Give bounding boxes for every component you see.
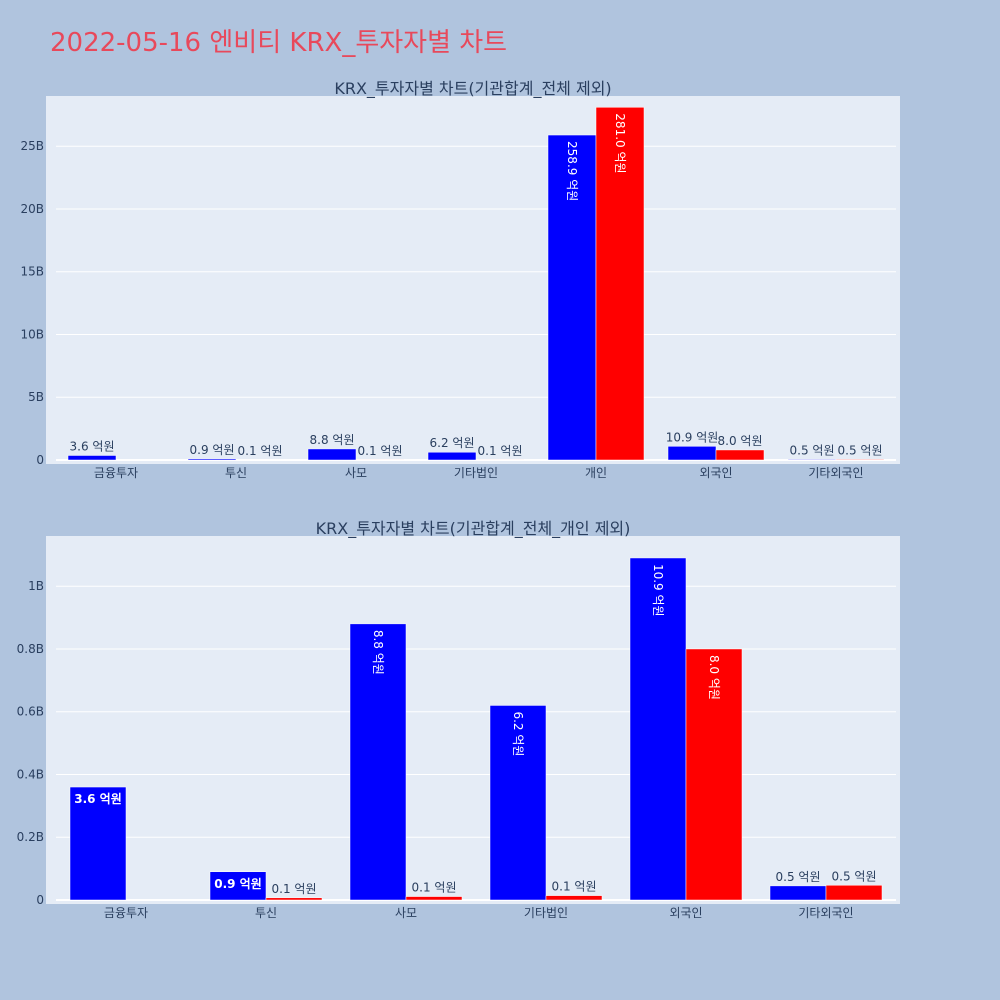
- x-tick-label: 외국인: [669, 906, 702, 920]
- data-label: 10.9 억원: [666, 430, 719, 444]
- x-tick-label: 기타법인: [454, 466, 498, 480]
- data-label: 0.5 억원: [838, 443, 883, 457]
- data-label: 6.2 억원: [511, 711, 525, 756]
- x-tick-label: 기타외국인: [798, 906, 853, 920]
- y-tick-label: 0.2B: [17, 830, 44, 844]
- data-label: 0.5 억원: [790, 443, 835, 457]
- data-label: 0.1 억원: [272, 882, 317, 896]
- data-label: 0.1 억원: [478, 444, 523, 458]
- y-tick-label: 0: [36, 893, 44, 907]
- bar-series-1: [67, 455, 117, 461]
- plot-area: [46, 536, 900, 904]
- bar-series-1: [769, 885, 827, 901]
- bar-series-2: [685, 648, 743, 901]
- chart-title: KRX_투자자별 차트(기관합계_전체 제외): [334, 79, 611, 99]
- bar-series-1: [629, 557, 687, 901]
- y-tick-label: 5B: [28, 390, 44, 404]
- x-tick-label: 사모: [345, 466, 367, 480]
- x-tick-label: 사모: [395, 906, 417, 920]
- x-tick-label: 기타외국인: [808, 466, 863, 480]
- y-tick-label: 0.4B: [17, 767, 44, 781]
- data-label: 8.0 억원: [707, 655, 721, 700]
- data-label: 0.1 억원: [238, 444, 283, 458]
- data-label: 0.1 억원: [552, 880, 597, 894]
- bar-series-2: [835, 459, 885, 461]
- bar-series-2: [825, 885, 883, 901]
- data-label: 0.9 억원: [190, 443, 235, 457]
- bar-series-2: [265, 897, 323, 901]
- x-tick-label: 개인: [585, 466, 607, 480]
- data-label: 0.1 억원: [358, 444, 403, 458]
- y-tick-label: 0.8B: [17, 642, 44, 656]
- data-label: 3.6 억원: [74, 792, 122, 806]
- page-title: 2022-05-16 엔비티 KRX_투자자별 차트: [50, 28, 508, 58]
- data-label: 0.9 억원: [214, 877, 262, 891]
- y-tick-label: 20B: [20, 202, 44, 216]
- x-tick-label: 투신: [225, 466, 247, 480]
- bar-series-1: [427, 451, 477, 461]
- bar-series-2: [595, 107, 645, 461]
- bar-series-1: [307, 448, 357, 461]
- data-label: 258.9 억원: [565, 141, 579, 201]
- data-label: 0.1 억원: [412, 881, 457, 895]
- bar-series-2: [405, 896, 463, 901]
- chart-title: KRX_투자자별 차트(기관합계_전체_개인 제외): [316, 519, 631, 539]
- data-label: 0.5 억원: [776, 870, 821, 884]
- bar-series-1: [349, 623, 407, 901]
- data-label: 8.8 억원: [371, 630, 385, 675]
- x-tick-label: 외국인: [699, 466, 732, 480]
- bar-series-1: [209, 871, 267, 901]
- bar-series-2: [545, 895, 603, 901]
- y-tick-label: 10B: [20, 327, 44, 341]
- y-tick-label: 1B: [28, 579, 44, 593]
- bar-series-1: [489, 705, 547, 901]
- bar-series-1: [547, 134, 597, 461]
- data-label: 281.0 억원: [613, 113, 627, 173]
- data-label: 0.5 억원: [832, 869, 877, 883]
- data-label: 10.9 억원: [651, 564, 665, 617]
- data-label: 3.6 억원: [70, 439, 115, 453]
- data-label: 8.8 억원: [310, 433, 355, 447]
- y-tick-label: 25B: [20, 139, 44, 153]
- y-tick-label: 0: [36, 453, 44, 467]
- x-tick-label: 금융투자: [104, 906, 148, 920]
- bar-series-1: [187, 458, 237, 461]
- plot-area: [46, 96, 900, 464]
- data-label: 6.2 억원: [430, 436, 475, 450]
- y-tick-label: 15B: [20, 265, 44, 279]
- bar-series-1: [69, 786, 127, 901]
- bar-series-2: [715, 449, 765, 461]
- x-tick-label: 기타법인: [524, 906, 568, 920]
- top-bar-chart: 0 5B 10B 15B 20B 25B KRX_투자자별 차트(기관합계_전체 제외) 금융…: [20, 79, 900, 480]
- data-label: 8.0 억원: [718, 434, 763, 448]
- y-tick-label: 0.6B: [17, 705, 44, 719]
- x-tick-label: 투신: [255, 906, 277, 920]
- x-tick-label: 금융투자: [94, 466, 138, 480]
